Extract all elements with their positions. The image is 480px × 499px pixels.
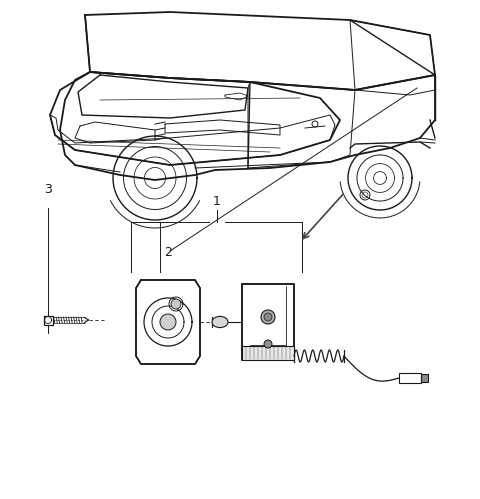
- Bar: [399, 373, 421, 383]
- Circle shape: [171, 299, 181, 309]
- Circle shape: [160, 314, 176, 330]
- Circle shape: [264, 340, 272, 348]
- Polygon shape: [136, 280, 200, 364]
- Bar: [421, 374, 428, 382]
- Text: 2: 2: [164, 246, 172, 258]
- Circle shape: [261, 310, 275, 324]
- Bar: [44, 315, 52, 324]
- Text: 3: 3: [44, 183, 52, 196]
- Ellipse shape: [212, 316, 228, 328]
- Polygon shape: [250, 286, 286, 345]
- Bar: [242, 346, 294, 360]
- Circle shape: [264, 313, 272, 321]
- Text: 1: 1: [213, 195, 220, 208]
- Polygon shape: [242, 284, 294, 360]
